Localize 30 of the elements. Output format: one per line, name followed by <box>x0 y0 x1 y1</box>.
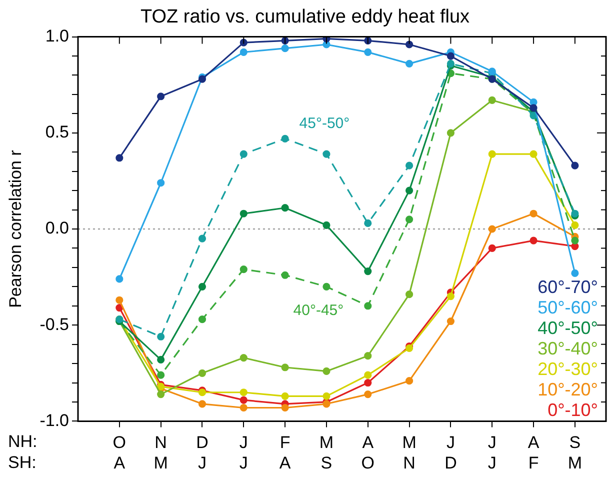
series-label: 45°-50° <box>299 115 350 132</box>
y-tick-label: 0.0 <box>45 218 69 238</box>
series-label: 40°-45° <box>293 302 344 319</box>
y-axis-title: Pearson correlation r <box>6 150 25 308</box>
text: 30°-40° <box>538 338 598 359</box>
x-tick-label: J D <box>444 433 457 472</box>
y-tick-label: 0.5 <box>45 122 69 142</box>
y-tick-label: -1.0 <box>40 410 69 430</box>
text: 10°-20° <box>538 380 598 400</box>
x-tick-label: F A <box>279 433 292 472</box>
x-tick-label: N M <box>154 433 168 472</box>
x-tick-label: M N <box>402 433 416 472</box>
y-tick-label: -0.5 <box>40 314 69 334</box>
x-tick-label: A F <box>528 433 540 472</box>
x-tick-label: O A <box>112 433 126 472</box>
x-tick-label: M S <box>319 433 334 472</box>
x-tick-label: J J <box>239 433 248 472</box>
x-tick-label: D J <box>196 433 208 472</box>
x-tick-label: A O <box>361 433 374 472</box>
x-tick-label: S M <box>568 433 582 472</box>
text: 20°-30° <box>538 359 598 380</box>
series-label: 50°-60° <box>538 298 598 318</box>
text: SH: <box>8 452 36 472</box>
y-tick-label: 1.0 <box>45 26 69 46</box>
text: NH: <box>8 432 38 451</box>
text: 0°-10° <box>548 400 598 420</box>
chart-title: TOZ ratio vs. cumulative eddy heat flux <box>140 6 470 28</box>
x-tick-label: J J <box>488 433 496 472</box>
text: 40°-50° <box>538 318 598 338</box>
text: 60°-70° <box>538 277 598 298</box>
